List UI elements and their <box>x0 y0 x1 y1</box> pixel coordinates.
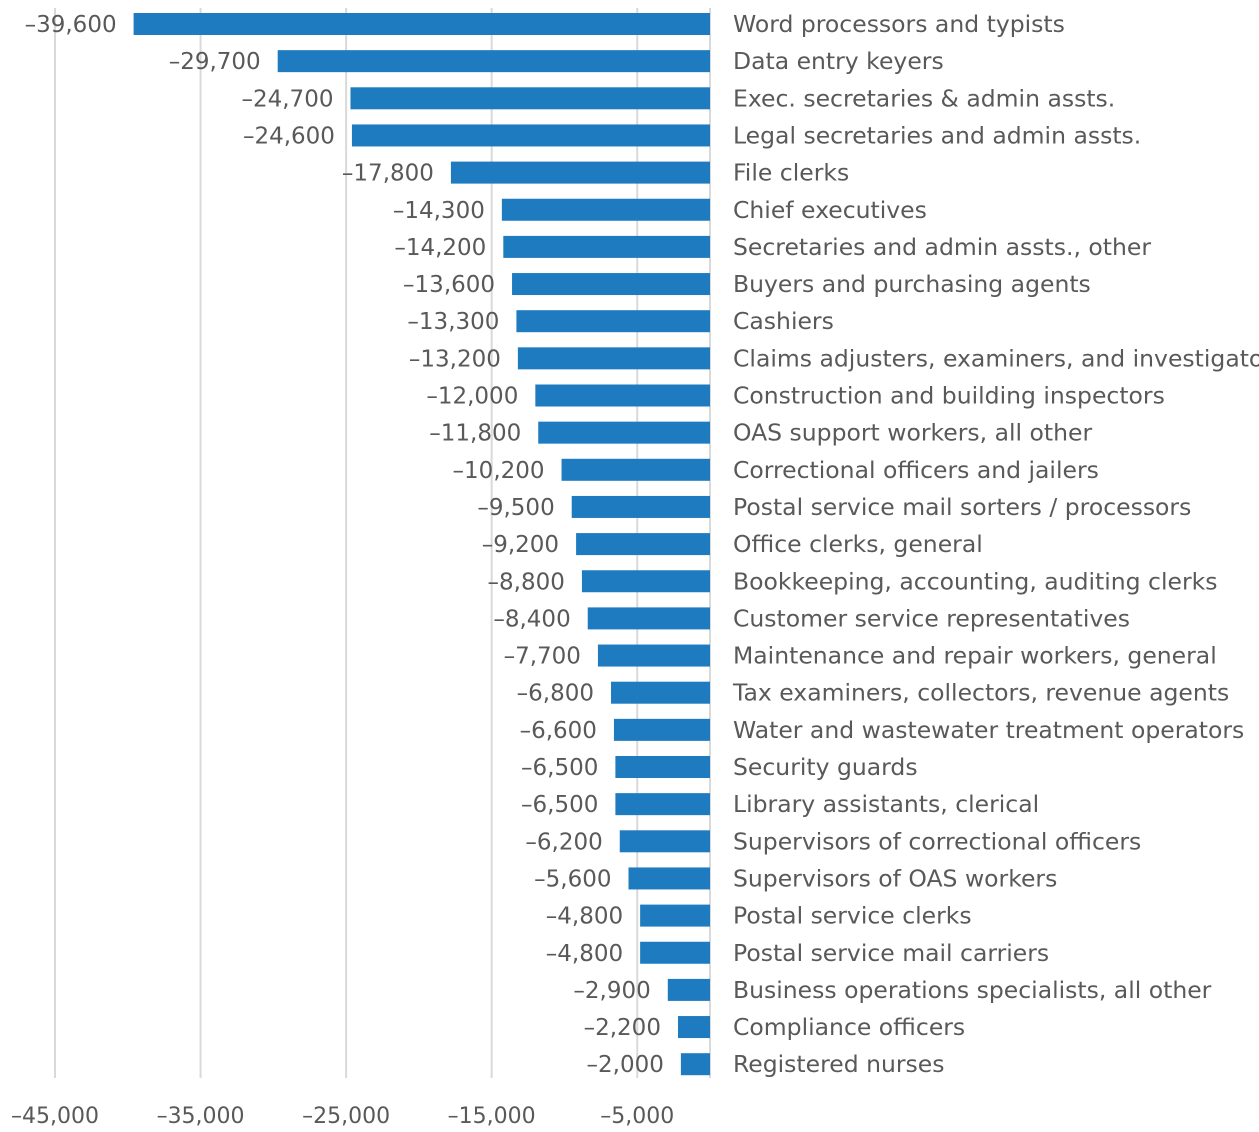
x-tick-label: –45,000 <box>11 1104 99 1129</box>
category-label: Buyers and purchasing agents <box>733 270 1091 298</box>
bar <box>133 13 711 35</box>
bar <box>667 978 710 1001</box>
data-label: –12,000 <box>426 384 518 410</box>
data-label: –4,800 <box>546 941 623 967</box>
data-label: –6,800 <box>517 681 594 707</box>
bar <box>640 904 710 927</box>
category-label: Construction and building inspectors <box>733 382 1165 410</box>
bar <box>351 124 710 147</box>
bar <box>613 718 710 741</box>
data-label: –7,700 <box>504 644 581 670</box>
bar <box>619 830 710 853</box>
data-label: –10,200 <box>453 458 545 484</box>
category-label: File clerks <box>733 159 849 187</box>
data-label: –4,800 <box>546 904 623 930</box>
value-labels: –39,600 –29,700 –24,700 –24,600 –17,800 –14,3… <box>25 12 664 1078</box>
data-label: –2,000 <box>587 1052 664 1078</box>
data-label: –29,700 <box>169 49 261 75</box>
bar <box>581 570 710 593</box>
data-label: –13,300 <box>407 309 499 335</box>
data-label: –8,400 <box>493 606 570 632</box>
category-label: Maintenance and repair workers, general <box>733 642 1217 670</box>
category-label: Bookkeeping, accounting, auditing clerks <box>733 567 1217 595</box>
data-label: –5,600 <box>534 866 611 892</box>
bar <box>512 273 710 296</box>
category-label: Postal service mail sorters / processors <box>733 493 1191 521</box>
data-label: –13,600 <box>403 272 495 298</box>
x-tick-label: –35,000 <box>157 1104 245 1129</box>
category-label: Correctional officers and jailers <box>733 456 1099 484</box>
data-label: –9,200 <box>482 532 559 558</box>
category-label: Legal secretaries and admin assts. <box>733 121 1141 149</box>
data-label: –6,500 <box>521 755 598 781</box>
category-label: Secretaries and admin assts., other <box>733 233 1151 261</box>
data-label: –6,500 <box>521 792 598 818</box>
bar <box>640 941 710 964</box>
category-label: Word processors and typists <box>733 10 1065 38</box>
bar <box>680 1053 710 1076</box>
x-tick-label: –25,000 <box>302 1104 390 1129</box>
category-label: Data entry keyers <box>733 47 944 75</box>
category-label: Supervisors of OAS workers <box>733 864 1057 892</box>
category-label: Business operations specialists, all oth… <box>733 976 1212 1004</box>
bar <box>597 644 710 667</box>
data-label: –11,800 <box>429 421 521 447</box>
data-label: –2,900 <box>573 978 650 1004</box>
bar <box>503 235 710 258</box>
x-axis-tick-labels: –45,000 –35,000 –25,000 –15,000 –5,000 <box>11 1104 674 1129</box>
bar <box>538 421 710 444</box>
category-label: Cashiers <box>733 307 834 335</box>
bar <box>628 867 710 890</box>
data-label: –14,200 <box>394 235 486 261</box>
x-tick-label: –5,000 <box>600 1104 674 1129</box>
bar <box>615 793 710 816</box>
bar <box>561 458 710 481</box>
bar <box>615 756 710 778</box>
category-label: Customer service representatives <box>733 604 1130 632</box>
category-label: Registered nurses <box>733 1050 944 1078</box>
bar <box>611 681 710 704</box>
bar <box>517 347 710 370</box>
bar <box>576 533 710 556</box>
bar <box>450 161 710 184</box>
bar <box>350 87 710 110</box>
category-labels: Word processors and typists Data entry ke… <box>732 10 1259 1078</box>
data-label: –6,200 <box>525 829 602 855</box>
bar <box>501 198 710 221</box>
data-label: –6,600 <box>520 718 597 744</box>
bars <box>133 13 711 1076</box>
category-label: Exec. secretaries & admin assts. <box>733 84 1115 112</box>
data-label: –8,800 <box>488 569 565 595</box>
category-label: Tax examiners, collectors, revenue agent… <box>732 679 1229 707</box>
category-label: Claims adjusters, examiners, and investi… <box>733 344 1259 372</box>
data-label: –24,600 <box>243 123 335 149</box>
category-label: Postal service mail carriers <box>733 939 1049 967</box>
category-label: OAS support workers, all other <box>733 419 1092 447</box>
bar <box>535 384 710 407</box>
bar <box>677 1016 710 1039</box>
data-label: –17,800 <box>342 161 434 187</box>
data-label: –14,300 <box>393 198 485 224</box>
category-label: Chief executives <box>733 196 927 224</box>
bar <box>587 607 710 630</box>
category-label: Supervisors of correctional officers <box>733 827 1141 855</box>
data-label: –2,200 <box>584 1015 661 1041</box>
x-tick-label: –15,000 <box>448 1104 536 1129</box>
category-label: Office clerks, general <box>733 530 983 558</box>
data-label: –24,700 <box>241 86 333 112</box>
bar <box>516 310 710 333</box>
data-label: –39,600 <box>25 12 117 38</box>
data-label: –13,200 <box>409 346 501 372</box>
category-label: Security guards <box>733 753 918 781</box>
data-label: –9,500 <box>477 495 554 521</box>
category-label: Postal service clerks <box>733 902 972 930</box>
category-label: Compliance officers <box>733 1013 965 1041</box>
category-label: Water and wastewater treatment operators <box>733 716 1244 744</box>
bar <box>571 495 710 518</box>
bar <box>277 50 710 73</box>
category-label: Library assistants, clerical <box>733 790 1039 818</box>
